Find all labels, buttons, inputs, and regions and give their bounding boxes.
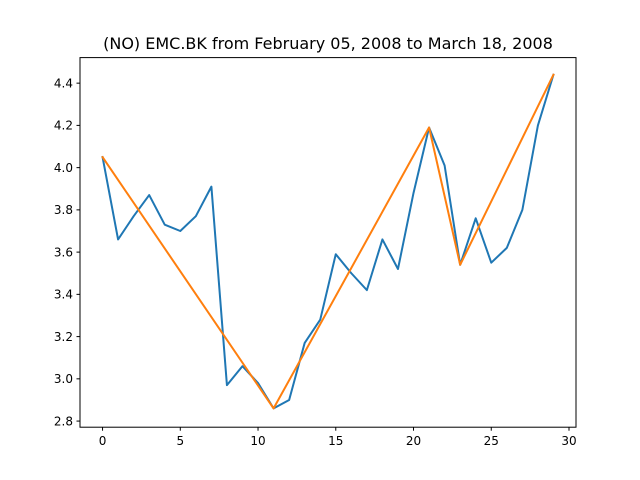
x-tick-label: 5 xyxy=(176,434,184,448)
chart-title: (NO) EMC.BK from February 05, 2008 to Ma… xyxy=(103,34,553,53)
x-axis: 0 5 10 15 20 25 30 xyxy=(99,427,577,448)
y-tick-label: 3.8 xyxy=(54,203,73,217)
x-tick-label: 20 xyxy=(406,434,421,448)
series-layer xyxy=(101,73,555,410)
x-tick-label: 0 xyxy=(99,434,107,448)
x-tick-label: 15 xyxy=(328,434,343,448)
y-tick-label: 3.6 xyxy=(54,245,73,259)
y-tick-label: 2.8 xyxy=(54,414,73,428)
series-line-2 xyxy=(101,73,555,410)
y-axis: 2.8 3.0 3.2 3.4 3.6 3.8 4.0 4.2 4.4 xyxy=(54,76,80,428)
x-tick-label: 10 xyxy=(250,434,265,448)
y-tick-label: 3.2 xyxy=(54,330,73,344)
y-tick-label: 4.4 xyxy=(54,76,73,90)
y-tick-label: 4.2 xyxy=(54,119,73,133)
x-tick-label: 30 xyxy=(561,434,576,448)
y-tick-label: 4.0 xyxy=(54,161,73,175)
plot-area-frame xyxy=(79,57,577,428)
y-tick-label: 3.4 xyxy=(54,288,73,302)
x-tick-label: 25 xyxy=(484,434,499,448)
y-tick-label: 3.0 xyxy=(54,372,73,386)
